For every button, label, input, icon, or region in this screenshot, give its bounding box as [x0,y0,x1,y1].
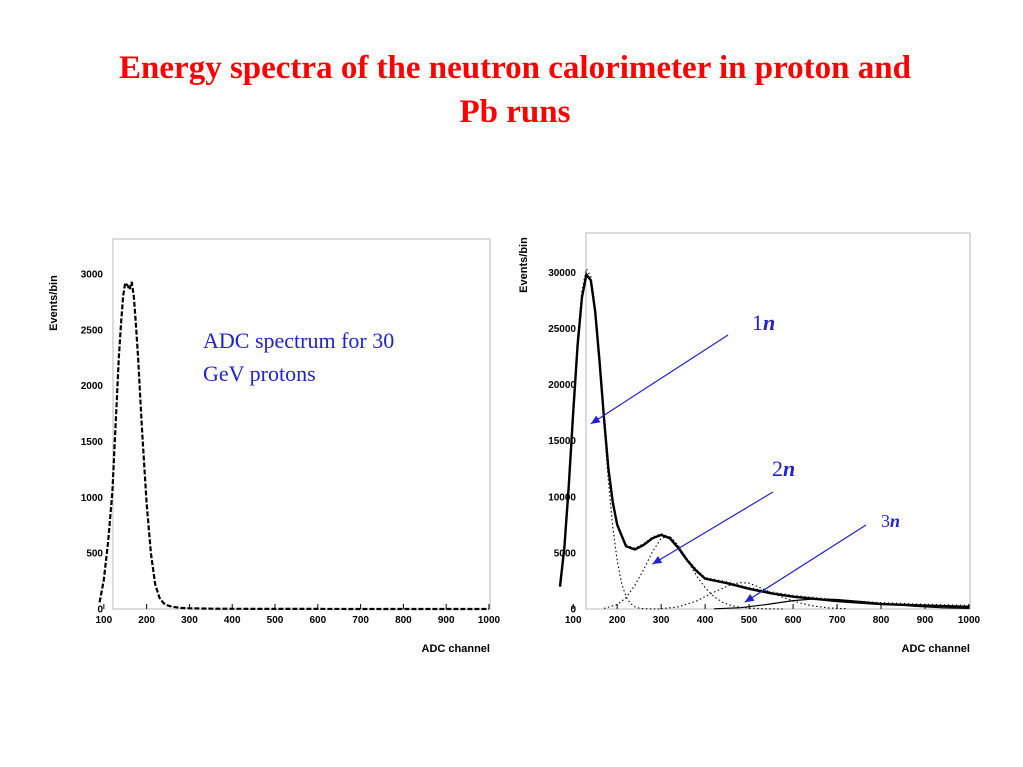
pb-annotation-3n-label: 3n [881,511,900,531]
pb-annotation-2n-arrowhead [652,556,663,565]
pb-xtick-label: 800 [873,615,890,626]
pb-chart: ADC channel Events/bin 100 200 300 400 500 60… [518,232,981,655]
pb-ytick-label: 0 [570,605,576,616]
proton-xtick-label: 300 [181,615,198,626]
proton-xtick-label: 700 [352,615,369,626]
pb-annotation-1n-label: 1n [752,310,775,335]
proton-chart-xlabel: ADC channel [422,643,490,655]
title-line-1: Energy spectra of the neutron calorimete… [119,50,911,86]
pb-ytick-label: 10000 [548,492,576,503]
proton-xtick-label: 200 [138,615,155,626]
pb-chart-frame [585,232,971,610]
proton-xtick-label: 1000 [478,615,501,626]
pb-annotation-3n-arrow-line [744,524,867,603]
annotation-italic: n [783,456,795,481]
proton-ytick-label: 2500 [81,325,104,336]
pb-annotation-1n-arrow-line [590,334,729,425]
annotation-italic: n [890,511,900,531]
proton-ytick-label: 1500 [81,437,104,448]
pb-chart-xlabel: ADC channel [902,643,970,655]
proton-chart-ylabel: Events/bin [48,275,60,331]
proton-ytick-label: 500 [86,549,103,560]
pb-xtick-label: 100 [565,615,582,626]
pb-annotation-3n-arrowhead [744,594,755,603]
proton-xtick-label: 100 [95,615,112,626]
pb-series-component-1n-dotted [559,273,662,610]
pb-xtick-label: 700 [829,615,846,626]
proton-xtick-label: 600 [309,615,326,626]
proton-xtick-label: 500 [267,615,284,626]
pb-annotation-1n-arrowhead [590,415,601,424]
pb-ytick-label: 30000 [548,268,576,279]
annotation-italic: n [763,310,775,335]
proton-ytick-label: 1000 [81,493,104,504]
pb-series-component-4n-solid [713,598,970,610]
annotation-prefix: 3 [881,511,890,531]
proton-series-data-dashes [98,280,489,611]
pb-xtick-label: 900 [917,615,934,626]
pb-chart-ylabel: Events/bin [518,237,530,293]
pb-xtick-label: 400 [697,615,714,626]
pb-ytick-label: 25000 [548,324,576,335]
pb-xtick-label: 200 [609,615,626,626]
pb-ytick-label: 20000 [548,380,576,391]
pb-series-component-3n-dotted [661,582,846,610]
pb-series-total-fit-solid [558,271,970,608]
proton-chart: ADC channel Events/bin ADC spectrum for … [48,238,501,655]
title-line-2: Pb runs [459,94,571,130]
proton-chart-annotation-line-1: ADC spectrum for 30 [203,328,394,353]
proton-xtick-label: 900 [438,615,455,626]
pb-ytick-label: 15000 [548,436,576,447]
proton-ytick-label: 0 [97,605,103,616]
annotation-prefix: 1 [752,310,763,335]
proton-ytick-label: 3000 [81,269,104,280]
proton-chart-frame [112,238,491,610]
page-title: Energy spectra of the neutron calorimete… [40,46,990,134]
proton-xtick-label: 400 [224,615,241,626]
proton-chart-annotation-line-2: GeV protons [203,361,316,386]
pb-xtick-label: 300 [653,615,670,626]
pb-xtick-label: 1000 [958,615,981,626]
annotation-prefix: 2 [772,456,783,481]
pb-xtick-label: 600 [785,615,802,626]
pb-series-component-2n-dotted [603,535,785,610]
proton-ytick-label: 2000 [81,381,104,392]
pb-annotation-2n-arrow-line [652,491,774,565]
pb-xtick-label: 500 [741,615,758,626]
pb-series-data-dots [559,266,970,607]
pb-ytick-label: 5000 [554,548,577,559]
pb-annotation-2n-label: 2n [772,456,795,481]
proton-xtick-label: 800 [395,615,412,626]
